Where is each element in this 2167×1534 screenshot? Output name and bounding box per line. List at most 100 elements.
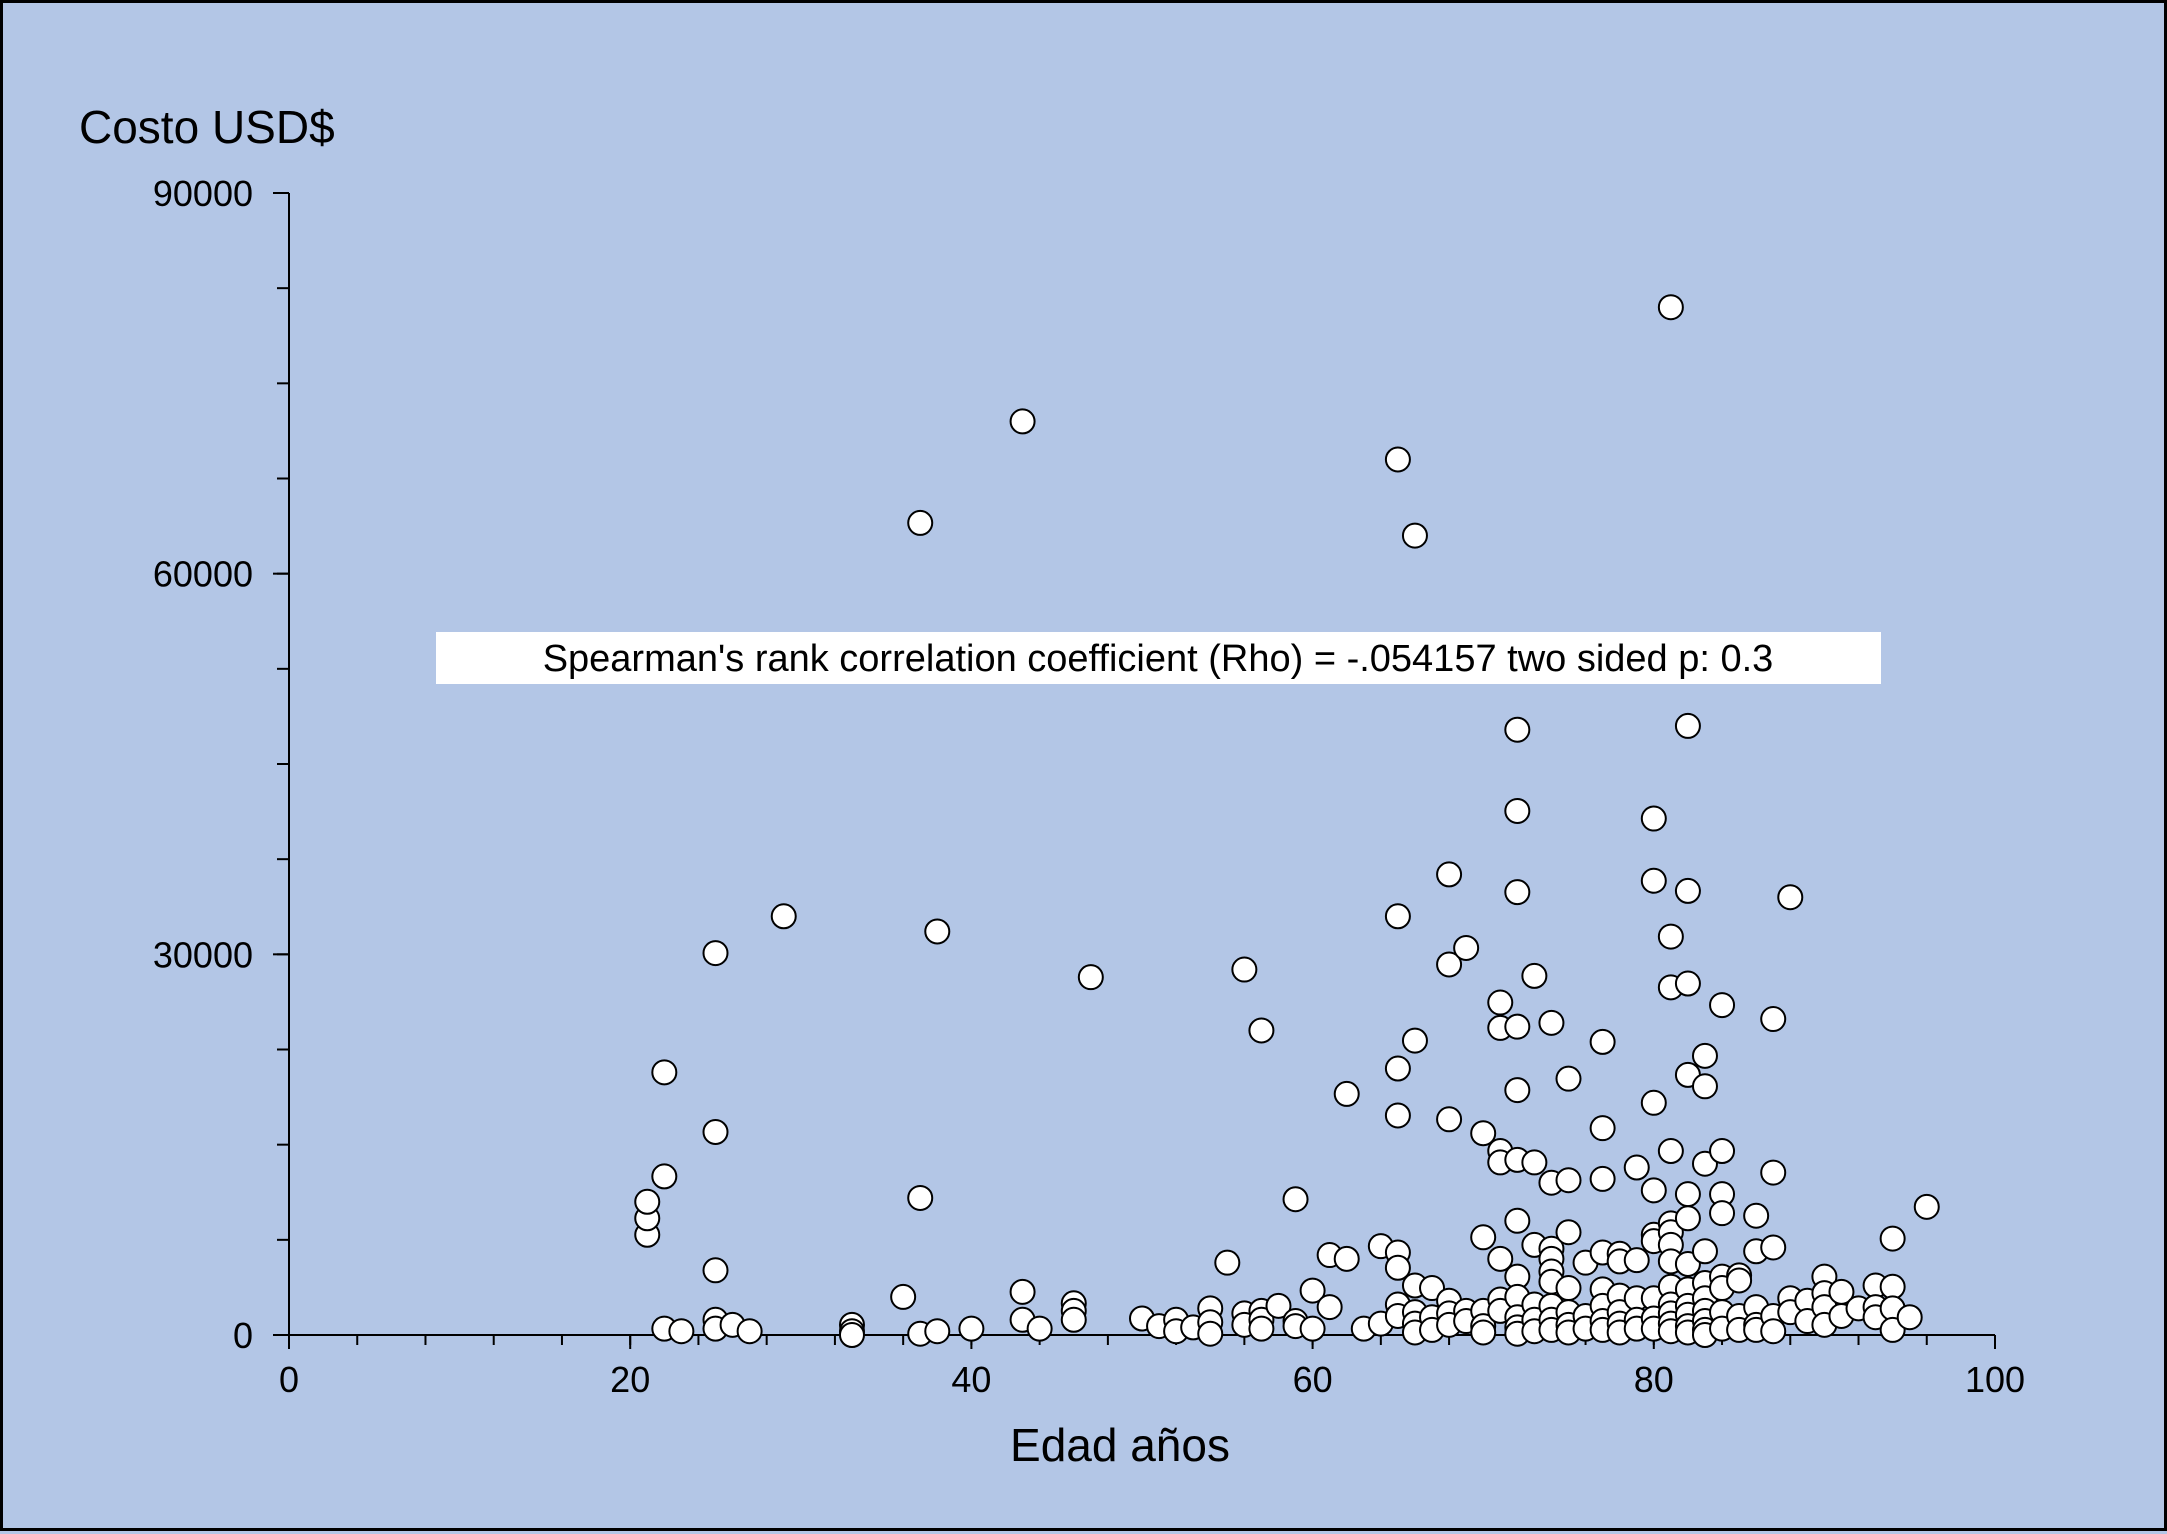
x-axis-title: Edad años [1010,1419,1230,1471]
annotation-box: Spearman's rank correlation coefficient … [436,632,1881,684]
y-tick-label: 0 [233,1315,253,1356]
x-tick-label: 0 [279,1359,299,1400]
data-point [1487,1245,1514,1272]
data-point [1316,1294,1343,1321]
data-point [1555,1219,1582,1246]
data-point [890,1283,917,1310]
data-point [1623,1247,1650,1274]
data-point [1674,712,1701,739]
data-point [1760,1234,1787,1261]
data-point [907,1184,934,1211]
data-point [1691,1073,1718,1100]
data-point [1299,1315,1326,1342]
data-point [1333,1080,1360,1107]
data-point [1214,1249,1241,1276]
data-point [668,1318,695,1345]
data-point [1691,1042,1718,1069]
x-tick-label: 20 [610,1359,650,1400]
data-point [1504,797,1531,824]
data-point [907,509,934,536]
data-point [1333,1245,1360,1272]
data-point [1760,1006,1787,1033]
y-tick-label: 30000 [153,934,253,975]
data-point [634,1188,661,1215]
data-point [702,1257,729,1284]
data-point [1640,805,1667,832]
data-point [1436,951,1463,978]
data-point [1060,1306,1087,1333]
data-point [1384,446,1411,473]
annotation-text: Spearman's rank correlation coefficient … [543,638,1774,680]
data-point [1436,1106,1463,1133]
data-point [1623,1154,1650,1181]
data-point [1657,923,1684,950]
data-point [1282,1186,1309,1213]
data-point [924,1318,951,1345]
data-point [1760,1159,1787,1186]
data-point [1504,1013,1531,1040]
data-point [1640,1089,1667,1116]
data-point [1504,1207,1531,1234]
data-point [1248,1315,1275,1342]
y-axis-title: Costo USD$ [79,101,335,153]
data-point [1470,1120,1497,1147]
data-point [1401,1027,1428,1054]
data-point [838,1322,865,1348]
data-point [651,1059,678,1086]
data-point [1487,989,1514,1016]
data-point [1384,1254,1411,1281]
data-point [1777,884,1804,911]
data-point [1009,1278,1036,1305]
data-point [958,1315,985,1342]
data-point [1879,1273,1906,1300]
data-point [1709,1138,1736,1165]
data-point [1470,1224,1497,1251]
data-point [1589,1115,1616,1142]
data-point [1504,879,1531,906]
data-point [924,918,951,945]
data-point [1555,1065,1582,1092]
annotation-background [436,632,1881,684]
x-tick-label: 60 [1293,1359,1333,1400]
data-point [1299,1277,1326,1304]
data-point [1913,1193,1940,1220]
data-point [1401,522,1428,549]
scatter-plot: 0 30000 60000 90000 0 20 40 60 80 100 Costo USD$… [79,101,2025,1471]
data-point [1674,970,1701,997]
data-point [1453,934,1480,961]
data-point [1555,1275,1582,1302]
data-point [1743,1202,1770,1229]
y-axis-ticks: 0 30000 60000 90000 [153,173,289,1356]
data-point [1709,992,1736,1019]
data-point [1657,1138,1684,1165]
data-point [770,903,797,930]
data-point [1691,1238,1718,1265]
data-point [1009,408,1036,435]
data-point [1760,1318,1787,1345]
data-point [1504,1077,1531,1104]
data-point [1231,956,1258,983]
data-point [1197,1320,1224,1347]
data-point [1436,861,1463,888]
data-point [1504,716,1531,743]
x-tick-label: 40 [951,1359,991,1400]
data-point [1709,1200,1736,1227]
data-point [1077,964,1104,991]
data-point [1657,294,1684,321]
data-point [1674,1181,1701,1208]
data-point [1538,1009,1565,1036]
data-point [1265,1292,1292,1319]
data-point [702,1118,729,1145]
y-tick-label: 60000 [153,554,253,595]
data-point [1896,1304,1923,1331]
data-point [1521,1149,1548,1176]
data-point [1589,1028,1616,1055]
data-point [651,1163,678,1190]
data-point [736,1318,763,1345]
data-point [1384,903,1411,930]
data-point [1674,1205,1701,1232]
data-point [1726,1267,1753,1294]
data-point [1248,1017,1275,1044]
x-tick-label: 80 [1634,1359,1674,1400]
